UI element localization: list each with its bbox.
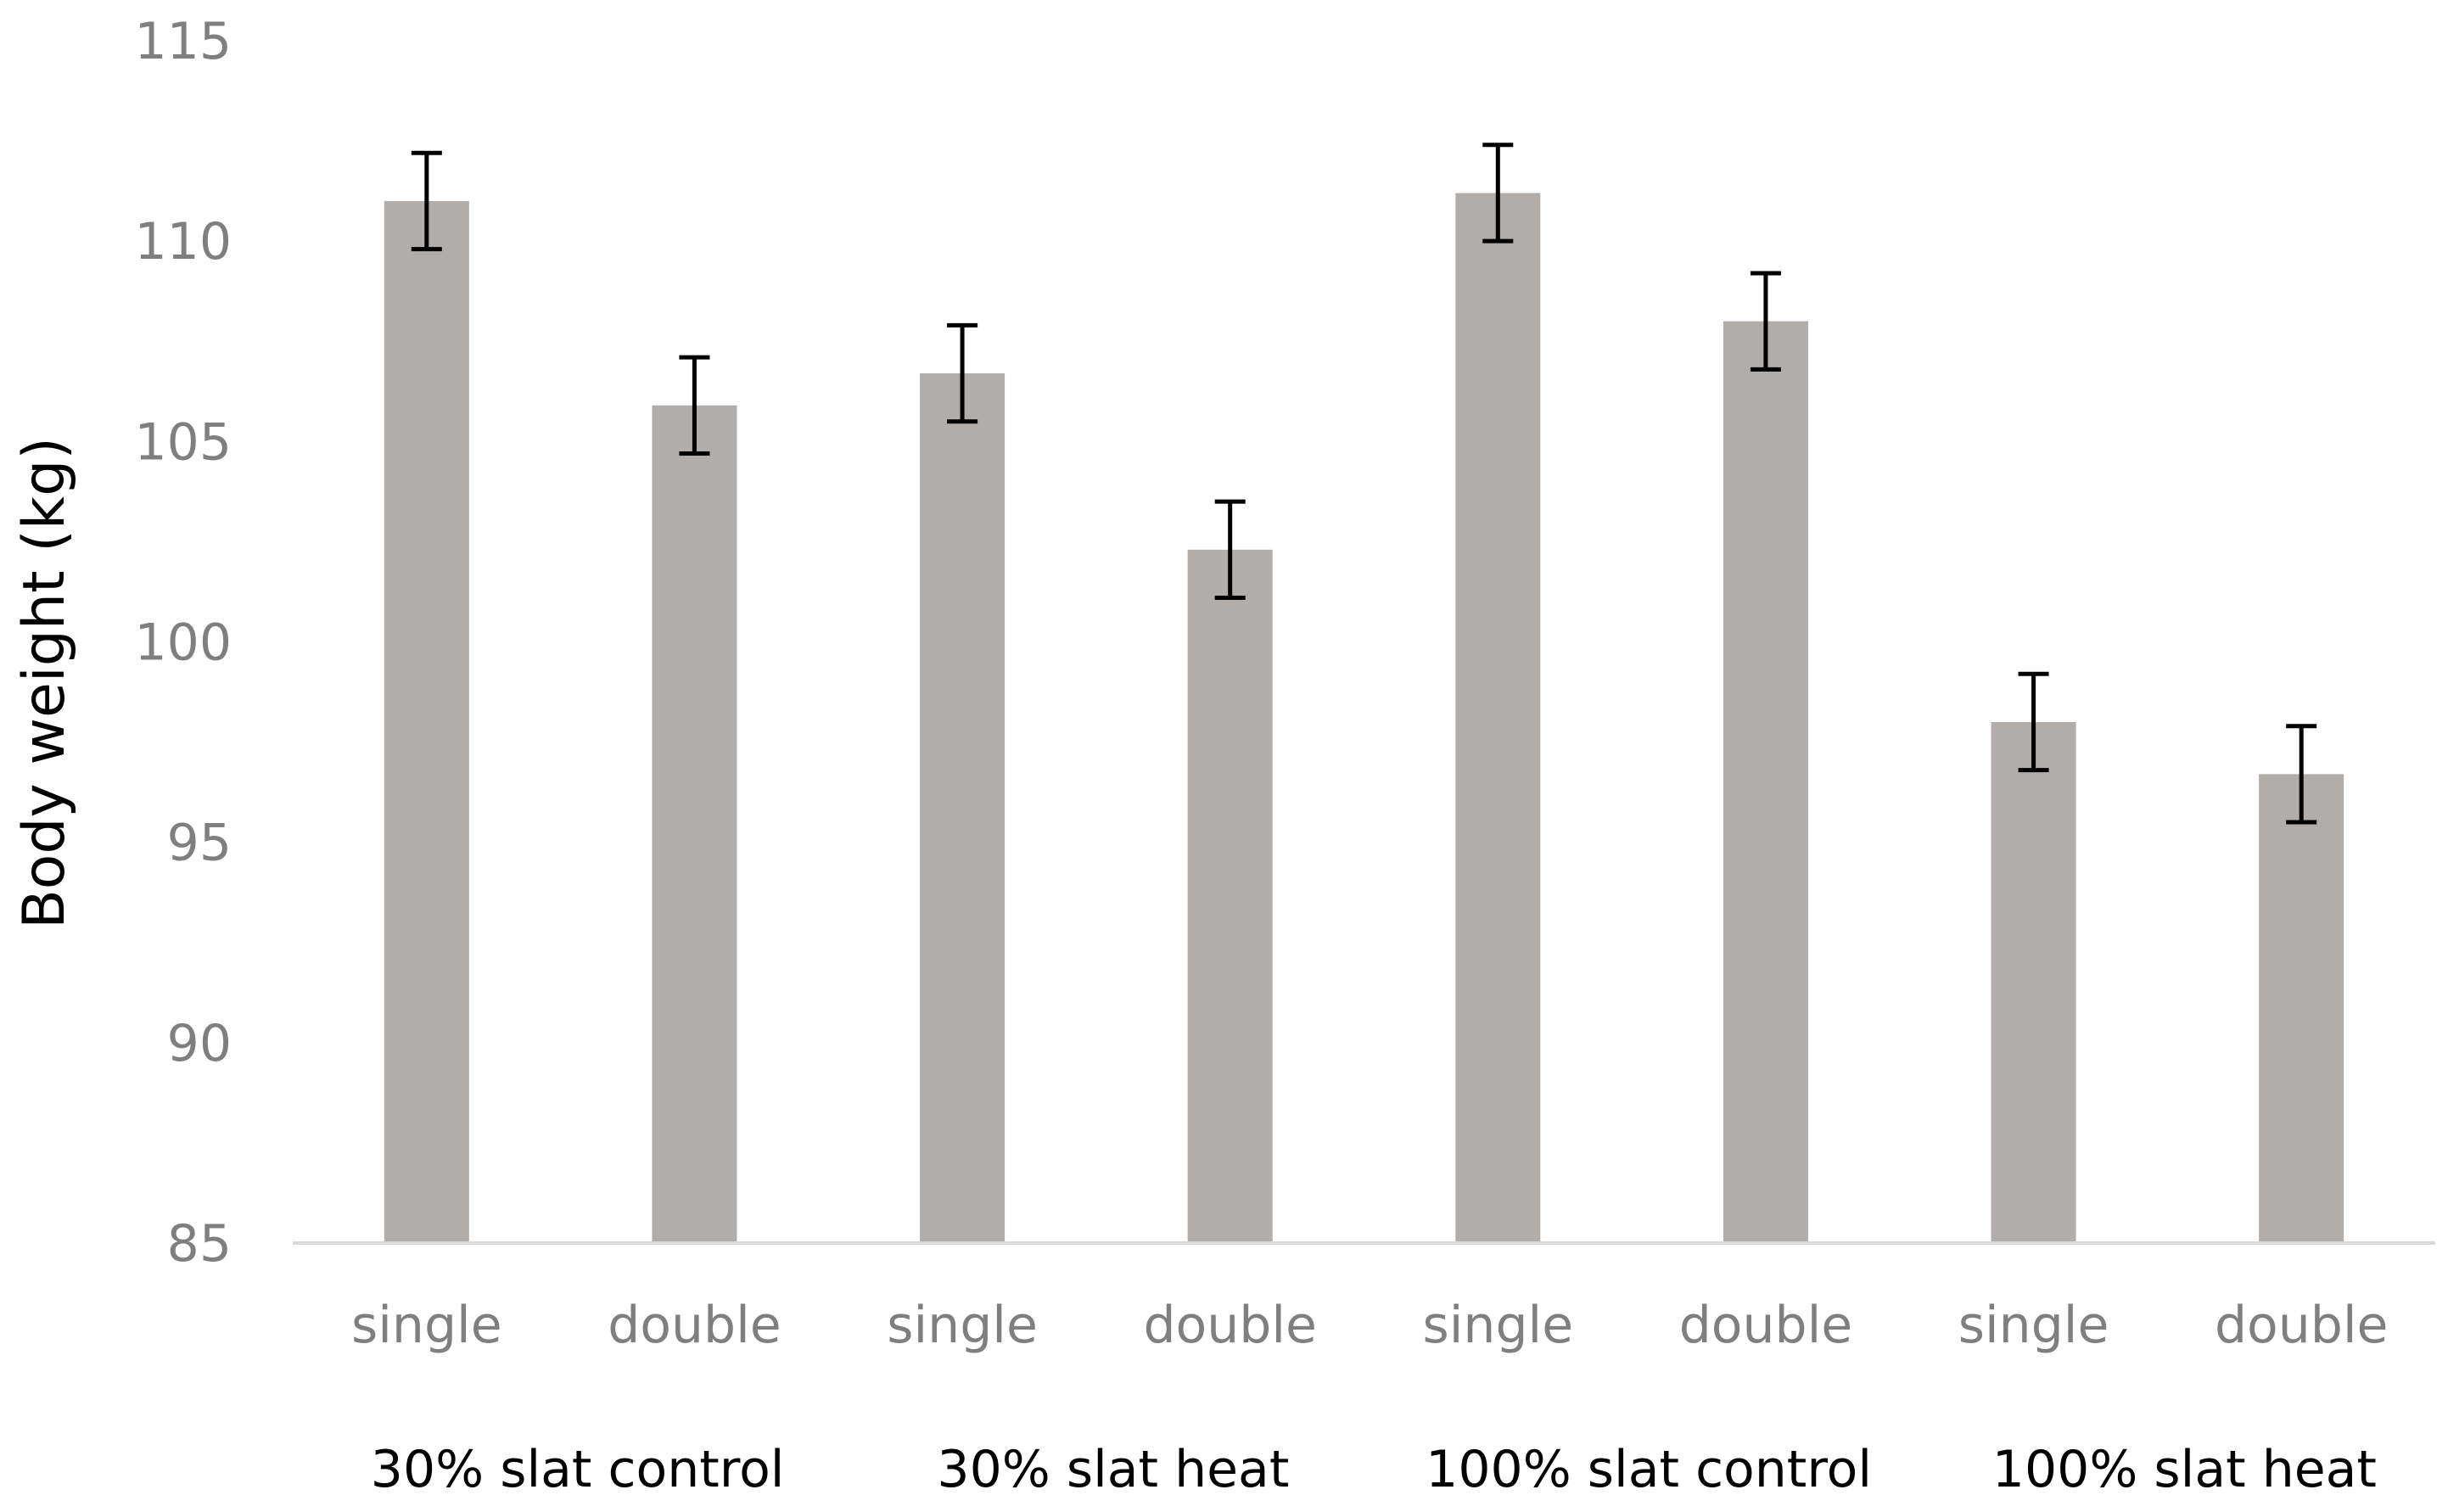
x-category-label-3: single — [887, 1296, 1038, 1355]
error-bars-layer — [411, 143, 2317, 825]
error-bar-4 — [1214, 499, 1246, 601]
error-bar-2 — [679, 355, 710, 456]
x-category-label-5: single — [1422, 1296, 1573, 1355]
x-category-label-6: double — [1679, 1296, 1853, 1355]
y-tick-label-100: 100 — [134, 613, 232, 673]
x-group-label-1: 30% slat control — [371, 1440, 785, 1499]
bar-3-single — [920, 373, 1006, 1244]
y-tick-label-105: 105 — [134, 412, 232, 472]
bar-7-single — [1991, 721, 2076, 1243]
x-group-label-4: 100% slat heat — [1992, 1440, 2377, 1499]
x-axis-category-labels: single double single double single double sing… — [351, 1296, 2388, 1355]
x-axis-group-labels: 30% slat control 30% slat heat 100% slat c… — [371, 1440, 2377, 1499]
y-tick-label-90: 90 — [167, 1014, 232, 1073]
y-tick-label-115: 115 — [134, 12, 232, 71]
error-bar-8 — [2286, 724, 2317, 825]
x-category-label-7: single — [1958, 1296, 2109, 1355]
bar-4-double — [1187, 549, 1273, 1243]
y-tick-label-85: 85 — [167, 1214, 232, 1274]
error-bar-6 — [1750, 271, 1781, 372]
y-tick-label-95: 95 — [167, 814, 232, 873]
error-bar-3 — [947, 322, 978, 424]
bar-5-single — [1455, 193, 1541, 1243]
error-bar-7 — [2018, 671, 2049, 773]
x-category-label-1: single — [351, 1296, 502, 1355]
bar-8-double — [2259, 774, 2344, 1243]
x-group-label-2: 30% slat heat — [937, 1440, 1289, 1499]
error-bar-1 — [411, 150, 442, 252]
x-category-label-8: double — [2215, 1296, 2389, 1355]
y-axis-title: Body weight (kg) — [11, 437, 78, 929]
bars-layer — [384, 193, 2344, 1244]
x-category-label-4: double — [1143, 1296, 1317, 1355]
error-bar-5 — [1482, 143, 1514, 244]
y-axis-tick-labels: 85 90 95 100 105 110 115 — [134, 12, 232, 1274]
bar-1-single — [384, 200, 469, 1243]
y-tick-label-110: 110 — [134, 212, 232, 272]
bar-2-double — [652, 405, 737, 1243]
x-category-label-2: double — [608, 1296, 781, 1355]
x-group-label-3: 100% slat control — [1426, 1440, 1872, 1499]
bar-6-double — [1723, 321, 1808, 1244]
